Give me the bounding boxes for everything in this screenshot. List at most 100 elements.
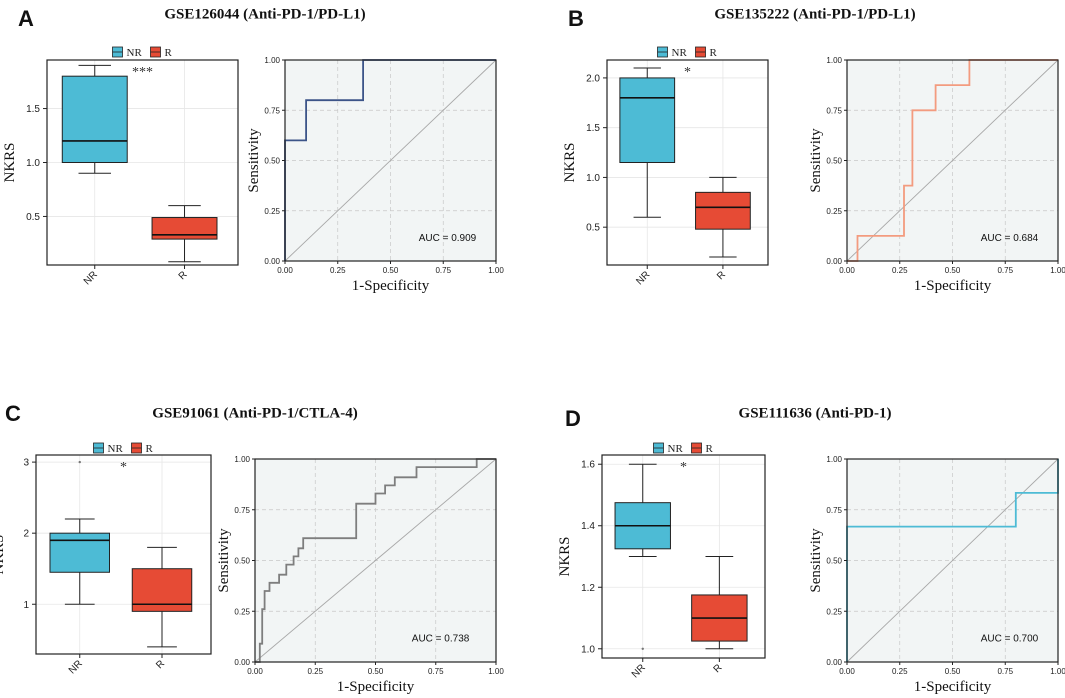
x-tick-label: 1.00: [1050, 266, 1065, 275]
x-tick-label: 0.00: [839, 667, 855, 676]
y-tick-label: 0.50: [234, 557, 250, 566]
y-tick-label: 0.25: [234, 607, 250, 616]
box-iqr: [695, 191, 751, 230]
y-tick-label: 0.50: [264, 157, 280, 166]
legend-label: R: [146, 443, 154, 455]
y-axis-label: NKRS: [562, 142, 578, 182]
panel-title: GSE111636 (Anti-PD-1): [739, 405, 892, 421]
legend: NR R: [653, 442, 714, 455]
y-axis-label: Sensitivity: [808, 128, 824, 193]
y-tick-label: 0.5: [586, 223, 600, 234]
y-tick-label: 0.25: [826, 207, 842, 216]
y-tick-label: 0.00: [826, 658, 842, 667]
box-nr: [619, 67, 676, 218]
panel-c: C GSE91061 (Anti-PD-1/CTLA-4) NR R * 1 2 3 NR R NK…: [0, 401, 504, 695]
y-tick-label: 1.6: [581, 460, 595, 471]
y-tick-label: 0.75: [264, 106, 280, 115]
outlier-point: [641, 647, 644, 650]
roc-curve-line: [847, 59, 1058, 262]
x-tick-label: R: [154, 658, 167, 671]
y-tick-label: 2.0: [586, 73, 600, 84]
x-axis-label: 1-Specificity: [352, 278, 430, 294]
y-tick-label: 2: [23, 529, 29, 540]
panel-letter: B: [568, 6, 584, 31]
panel-a: A GSE126044 (Anti-PD-1/PD-L1) NR R *** 0.5 1.0…: [2, 6, 504, 294]
box-iqr: [61, 75, 128, 163]
x-tick-label: 1.00: [488, 667, 504, 676]
legend-label: NR: [668, 443, 684, 455]
x-tick-label: 0.75: [435, 266, 451, 275]
y-tick-label: 0.25: [264, 207, 280, 216]
y-tick-label: 0.75: [826, 106, 842, 115]
y-tick-label: 1.0: [586, 173, 600, 184]
y-tick-label: 1.4: [581, 521, 595, 532]
auc-label: AUC = 0.909: [419, 233, 477, 244]
box-nr: [49, 460, 110, 605]
y-axis-label: NKRS: [2, 142, 18, 182]
x-tick-label: 0.00: [839, 266, 855, 275]
y-tick-label: 1: [23, 600, 29, 611]
significance-label: ***: [132, 65, 153, 80]
box-r: [131, 546, 193, 648]
x-tick-label: NR: [67, 658, 85, 676]
reference-diagonal: [846, 59, 1059, 262]
y-axis-label: Sensitivity: [808, 528, 824, 593]
significance-label: *: [684, 65, 691, 80]
y-tick-label: 1.00: [234, 455, 250, 464]
plot-border: [35, 454, 212, 655]
x-tick-label: 0.75: [428, 667, 444, 676]
x-tick-label: 0.75: [997, 266, 1013, 275]
y-tick-label: 0.75: [826, 506, 842, 515]
roc-curve-chart: 0.000.00 0.25 0.25 0.50 0.50 0.75 0.75 1.00 1.00…: [246, 56, 504, 294]
box-nr: [61, 64, 128, 174]
panel-title: GSE91061 (Anti-PD-1/CTLA-4): [152, 405, 357, 421]
legend-label: NR: [672, 47, 688, 59]
y-tick-label: 1.0: [26, 158, 40, 169]
legend-label: NR: [108, 443, 124, 455]
legend-label: NR: [127, 47, 143, 59]
y-axis-label: NKRS: [0, 534, 7, 574]
auc-label: AUC = 0.738: [412, 634, 470, 645]
panel-b: B GSE135222 (Anti-PD-1/PD-L1) NR R * 0.5 1.0 1.…: [562, 6, 1065, 294]
y-tick-label: 1.2: [581, 583, 595, 594]
legend: NR R: [657, 46, 718, 59]
y-tick-label: 0.75: [234, 506, 250, 515]
x-tick-label: 0.50: [383, 266, 399, 275]
x-tick-label: 1.00: [1050, 667, 1065, 676]
y-tick-label: 1.00: [264, 56, 280, 65]
legend-label: R: [706, 443, 714, 455]
x-tick-label: 0.50: [368, 667, 384, 676]
x-tick-label: NR: [634, 269, 652, 287]
boxplot: * 0.5 1.0 1.5 2.0 NR R NKRS: [562, 59, 769, 287]
significance-label: *: [120, 460, 127, 475]
box-nr: [614, 463, 671, 650]
x-tick-label: 0.25: [307, 667, 323, 676]
panel-d: D GSE111636 (Anti-PD-1) NR R * 1.0 1.2 1.4 1.6 NR…: [557, 405, 1065, 695]
x-tick-label: R: [177, 269, 190, 282]
box-iqr: [619, 77, 676, 163]
legend: NR R: [112, 46, 173, 59]
y-tick-label: 1.00: [826, 455, 842, 464]
boxplot: *** 0.5 1.0 1.5 NR R NKRS: [2, 59, 239, 287]
x-tick-label: 0.25: [330, 266, 346, 275]
box-r: [691, 556, 748, 650]
reference-diagonal: [284, 59, 497, 262]
legend-label: R: [165, 47, 173, 59]
y-tick-label: 1.5: [586, 123, 600, 134]
legend: NR R: [93, 442, 154, 455]
x-tick-label: R: [712, 662, 725, 675]
x-axis-label: 1-Specificity: [337, 679, 415, 695]
x-tick-label: NR: [630, 662, 648, 680]
reference-diagonal: [254, 458, 497, 663]
x-tick-label: NR: [82, 269, 100, 287]
x-axis-label: 1-Specificity: [914, 679, 992, 695]
y-axis-label: Sensitivity: [216, 528, 232, 593]
y-tick-label: 3: [23, 458, 29, 469]
y-tick-label: 0.25: [826, 607, 842, 616]
y-tick-label: 0.5: [26, 212, 40, 223]
x-tick-label: 0.00: [247, 667, 263, 676]
panel-letter: D: [565, 406, 581, 431]
x-tick-label: 1.00: [488, 266, 504, 275]
boxplot: * 1 2 3 NR R NKRS: [0, 454, 212, 676]
